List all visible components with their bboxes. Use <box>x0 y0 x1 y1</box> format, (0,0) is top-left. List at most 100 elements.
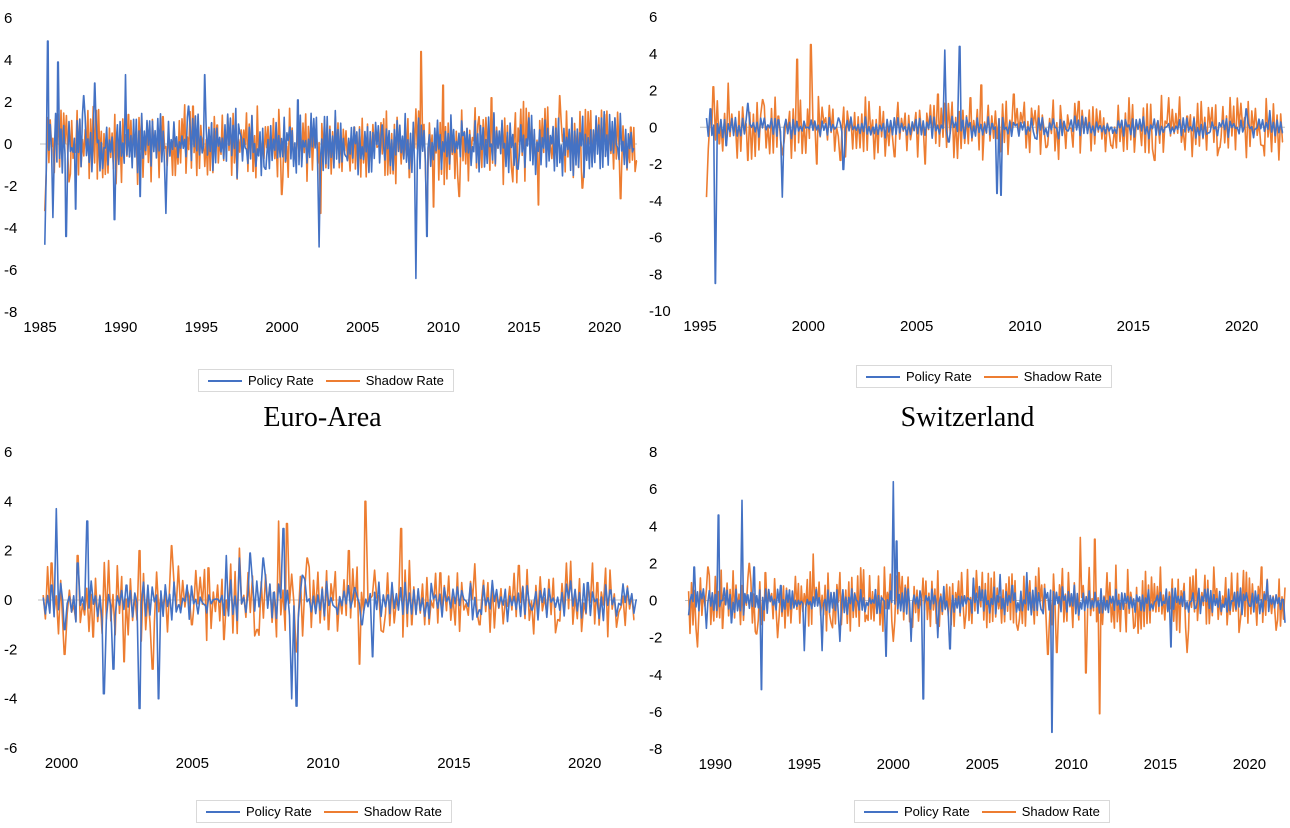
x-tick-label: 2015 <box>507 319 540 336</box>
y-tick-label: 2 <box>649 555 657 572</box>
y-tick-label: -6 <box>4 740 17 757</box>
y-tick-label: 6 <box>4 10 12 27</box>
chart-svg: 8 6 4 2 0 -2 -4 -6 -8 1990 1995 2000 2005 2010 2015 202… <box>649 444 1286 773</box>
chart-panel-3: Euro-Area 6 4 2 0 -2 -4 -6 2000 2005 2010 2015 2020… <box>0 402 645 828</box>
y-tick-label: 0 <box>649 593 657 610</box>
y-tick-label: -2 <box>4 178 17 195</box>
legend-swatch <box>208 379 242 382</box>
x-tick-label: 2000 <box>265 319 298 336</box>
y-tick-label: -6 <box>649 230 662 247</box>
legend-label: Shadow Rate <box>1021 804 1100 819</box>
legend-label: Policy Rate <box>904 804 970 819</box>
x-tick-label: 2000 <box>792 318 825 335</box>
chart-svg: 6 4 2 0 -2 -4 -6 2000 2005 2010 2015 2020 <box>4 444 637 772</box>
chart-panel-1: 6 4 2 0 -2 -4 -6 -8 1985 1990 1995 2000 2005 2010 2015… <box>0 0 645 414</box>
legend-swatch <box>323 810 358 813</box>
x-tick-label: 2005 <box>966 756 999 773</box>
y-tick-label: 6 <box>649 481 657 498</box>
chart-panel-2: 6 4 2 0 -2 -4 -6 -8 -10 1995 2000 2005 2010 2015 2020 … <box>645 0 1290 414</box>
y-tick-label: 4 <box>649 518 657 535</box>
chart-svg: 6 4 2 0 -2 -4 -6 -8 -10 1995 2000 2005 2010 2015 2020 <box>649 9 1285 335</box>
x-tick-label: 2020 <box>1233 756 1266 773</box>
legend-item-policy-rate: Policy Rate <box>208 373 314 388</box>
legend-label: Policy Rate <box>248 373 314 388</box>
chart-legend: Policy Rate Shadow Rate <box>196 800 452 823</box>
legend-label: Shadow Rate <box>1023 369 1102 384</box>
chart-title: Euro-Area <box>263 402 382 433</box>
x-tick-label: 1995 <box>185 319 218 336</box>
chart-svg: 6 4 2 0 -2 -4 -6 -8 1985 1990 1995 2000 2005 2010 2015… <box>4 10 638 336</box>
y-tick-label: -8 <box>4 304 17 321</box>
y-tick-label: 4 <box>4 52 12 69</box>
legend-item-policy-rate: Policy Rate <box>866 369 972 384</box>
legend-item-policy-rate: Policy Rate <box>864 804 970 819</box>
legend-item-shadow-rate: Shadow Rate <box>981 804 1100 819</box>
legend-label: Shadow Rate <box>363 804 442 819</box>
legend-item-shadow-rate: Shadow Rate <box>983 369 1102 384</box>
series-line-policy-rate <box>44 40 635 280</box>
y-tick-label: -10 <box>649 303 671 320</box>
x-tick-label: 2015 <box>1144 756 1177 773</box>
legend-label: Policy Rate <box>246 804 312 819</box>
y-tick-label: -4 <box>649 667 662 684</box>
y-tick-label: 0 <box>649 119 657 136</box>
legend-label: Shadow Rate <box>365 373 444 388</box>
y-tick-label: -6 <box>4 262 17 279</box>
x-tick-label: 2010 <box>306 755 339 772</box>
x-tick-label: 2020 <box>1225 318 1258 335</box>
series-line-shadow-rate <box>705 43 1284 198</box>
x-tick-label: 1995 <box>683 318 716 335</box>
x-tick-label: 2000 <box>45 755 78 772</box>
legend-swatch <box>866 375 900 378</box>
x-tick-label: 2015 <box>437 755 470 772</box>
x-tick-label: 2005 <box>176 755 209 772</box>
y-tick-label: -4 <box>4 220 17 237</box>
legend-swatch <box>981 810 1016 813</box>
y-tick-label: 2 <box>4 543 12 560</box>
series-line-policy-rate <box>687 480 1286 734</box>
y-tick-label: 2 <box>649 83 657 100</box>
chart-legend: Policy Rate Shadow Rate <box>198 369 454 392</box>
x-tick-label: 1995 <box>788 756 821 773</box>
x-tick-label: 2010 <box>1055 756 1088 773</box>
y-tick-label: -6 <box>649 704 662 721</box>
series-line-shadow-rate <box>687 536 1286 715</box>
y-tick-label: -2 <box>4 641 17 658</box>
y-tick-label: 4 <box>649 46 657 63</box>
legend-swatch <box>864 810 898 813</box>
legend-item-policy-rate: Policy Rate <box>206 804 312 819</box>
legend-swatch <box>983 375 1018 378</box>
legend-swatch <box>325 379 360 382</box>
chart-title: Switzerland <box>900 402 1035 433</box>
chart-panel-4: Switzerland 8 6 4 2 0 -2 -4 -6 -8 1990 1995 2000 200… <box>645 402 1290 828</box>
y-tick-label: 2 <box>4 94 12 111</box>
x-tick-label: 2000 <box>877 756 910 773</box>
legend-item-shadow-rate: Shadow Rate <box>323 804 442 819</box>
y-tick-label: -4 <box>4 691 17 708</box>
chart-legend: Policy Rate Shadow Rate <box>856 365 1112 388</box>
series-line-policy-rate <box>705 45 1284 285</box>
series-line-shadow-rate <box>42 500 635 670</box>
x-tick-label: 2010 <box>1008 318 1041 335</box>
y-tick-label: -2 <box>649 156 662 173</box>
y-tick-label: 6 <box>649 9 657 26</box>
x-tick-label: 1990 <box>699 756 732 773</box>
y-tick-label: -2 <box>649 630 662 647</box>
legend-swatch <box>206 810 240 813</box>
y-tick-label: -8 <box>649 741 662 758</box>
y-tick-label: 0 <box>4 136 12 153</box>
chart-legend: Policy Rate Shadow Rate <box>854 800 1110 823</box>
x-tick-label: 1990 <box>104 319 137 336</box>
legend-item-shadow-rate: Shadow Rate <box>325 373 444 388</box>
y-tick-label: -4 <box>649 193 662 210</box>
x-tick-label: 2005 <box>900 318 933 335</box>
x-tick-label: 2005 <box>346 319 379 336</box>
y-tick-label: 6 <box>4 444 12 461</box>
x-tick-label: 1985 <box>23 319 56 336</box>
x-tick-label: 2015 <box>1117 318 1150 335</box>
y-tick-label: 0 <box>4 592 12 609</box>
legend-label: Policy Rate <box>906 369 972 384</box>
y-tick-label: -8 <box>649 266 662 283</box>
y-tick-label: 4 <box>4 493 12 510</box>
y-tick-label: 8 <box>649 444 657 461</box>
